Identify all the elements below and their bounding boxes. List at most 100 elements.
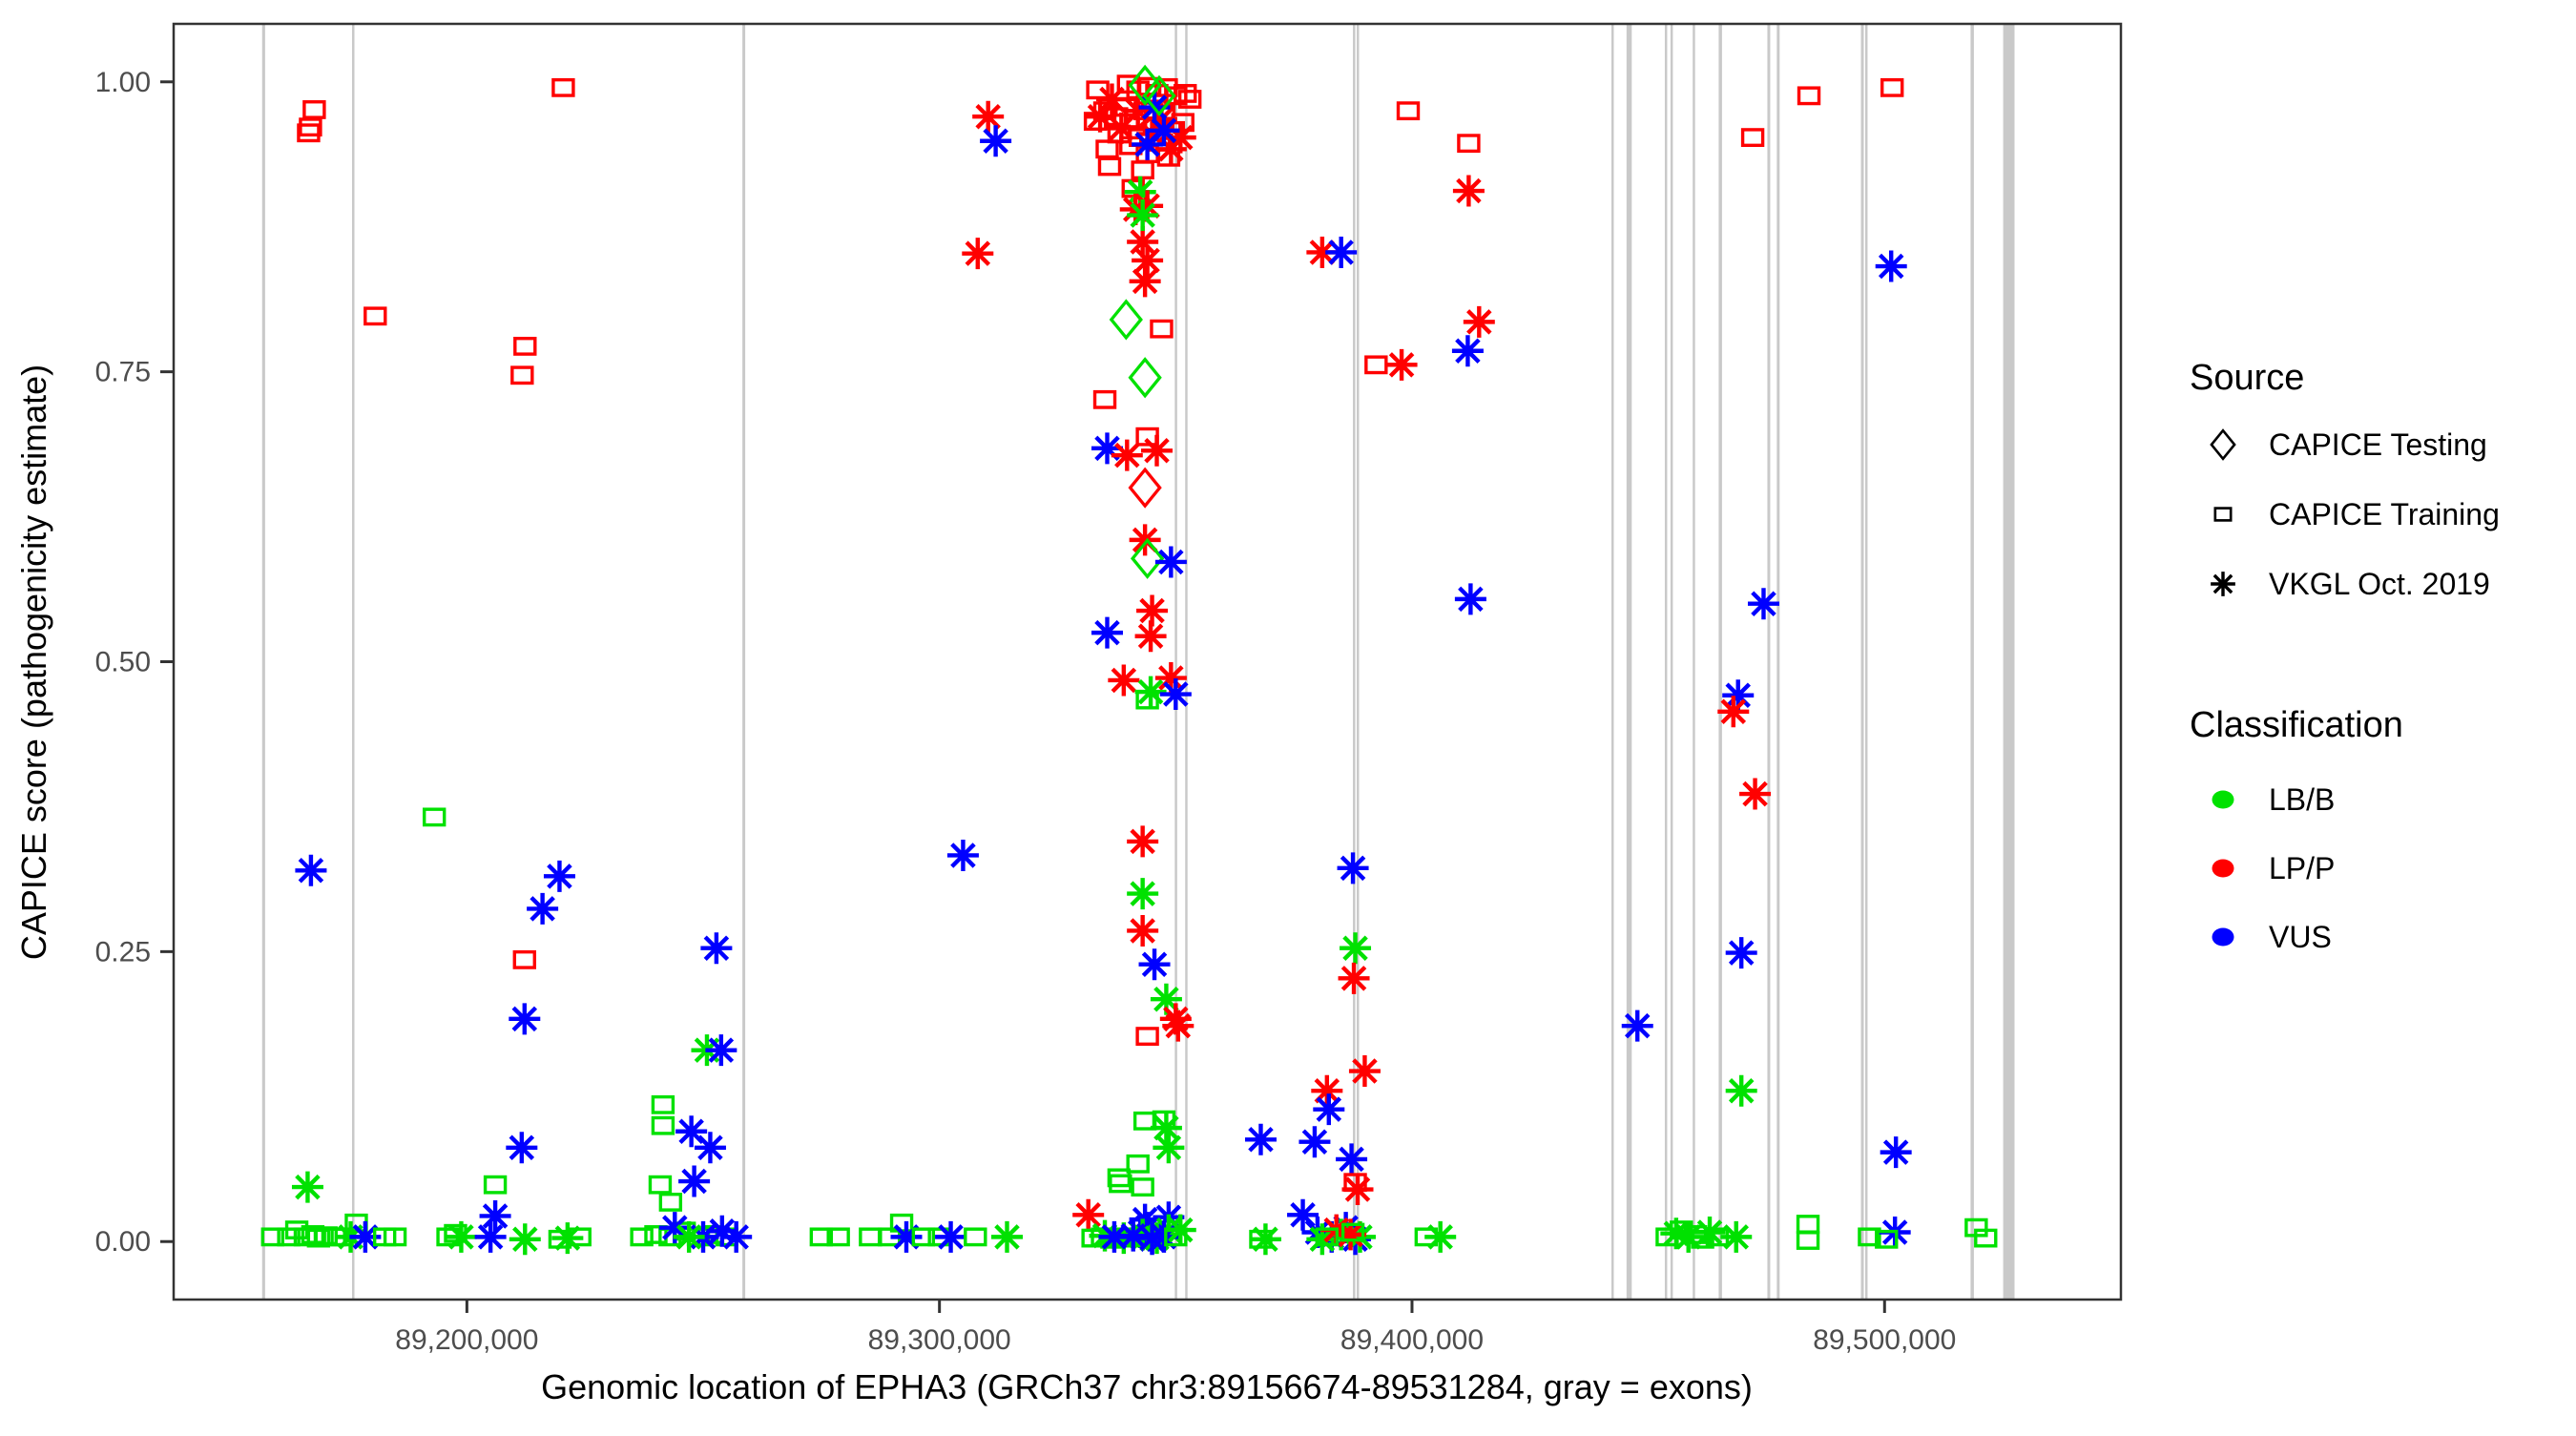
data-point square-icon	[1740, 128, 1765, 148]
data-point diamond-icon	[1128, 467, 1162, 509]
data-point diamond-icon	[1128, 64, 1162, 107]
data-point asterisk-icon	[1145, 103, 1177, 135]
data-point square-icon	[1135, 1027, 1159, 1046]
exon-bar	[1693, 25, 1695, 1299]
legend-color-dot	[2212, 859, 2234, 878]
exon-bar	[261, 25, 265, 1299]
data-point asterisk-icon	[1340, 932, 1372, 965]
data-point square-icon	[1135, 690, 1159, 710]
data-point square-icon	[911, 1227, 936, 1247]
y-tick-label: 0.75	[95, 357, 151, 388]
data-point square-icon	[1974, 1228, 1998, 1248]
legend: Source Classification CAPICE Testing CAPI…	[2190, 358, 2500, 954]
legend-item-label: CAPICE Testing	[2269, 427, 2487, 462]
data-point asterisk-icon	[890, 1220, 923, 1253]
data-point square-icon	[1095, 139, 1119, 159]
data-point asterisk-icon	[1108, 664, 1140, 697]
data-point asterisk-icon	[1343, 1220, 1376, 1253]
data-point asterisk-icon	[1164, 1214, 1196, 1246]
data-point square-icon	[302, 100, 326, 119]
data-point square-icon	[551, 77, 575, 97]
exon-bar	[1664, 25, 1668, 1299]
data-point square-icon	[651, 1115, 675, 1135]
data-point square-icon	[651, 1094, 675, 1114]
data-point asterisk-icon	[1720, 1220, 1753, 1253]
data-point asterisk-icon	[1095, 83, 1128, 115]
data-point asterisk-icon	[1336, 1143, 1368, 1176]
data-point diamond-icon	[2210, 428, 2236, 461]
data-point square-icon	[1396, 101, 1421, 121]
data-point square-icon	[1797, 86, 1821, 106]
data-point asterisk-icon	[1672, 1220, 1705, 1253]
exon-bar	[1860, 25, 1864, 1299]
data-point square-icon	[1249, 1229, 1273, 1249]
data-point asterisk-icon	[1454, 583, 1486, 615]
legend-item-label: VUS	[2269, 920, 2332, 954]
data-point asterisk-icon	[1739, 778, 1772, 810]
data-point square-icon	[1109, 1174, 1132, 1194]
legend-item-label: CAPICE Training	[2269, 497, 2500, 531]
data-point asterisk-icon	[706, 1215, 738, 1247]
data-point asterisk-icon	[1725, 937, 1757, 969]
data-point asterisk-icon	[1132, 128, 1164, 160]
data-point square-icon	[306, 1228, 331, 1248]
legend-source-title: Source	[2190, 358, 2304, 398]
data-point asterisk-icon	[1091, 432, 1123, 465]
data-point asterisk-icon	[675, 1115, 708, 1148]
data-point square-icon	[364, 306, 387, 326]
data-point asterisk-icon	[1127, 226, 1159, 259]
exon-bar	[2003, 25, 2015, 1299]
data-point asterisk-icon	[445, 1220, 477, 1253]
data-point asterisk-icon	[1122, 94, 1154, 127]
data-point asterisk-icon	[1313, 1093, 1345, 1126]
data-point asterisk-icon	[1150, 1112, 1182, 1144]
data-point square-icon	[510, 365, 534, 385]
exon-bar	[1353, 25, 1356, 1299]
data-point asterisk-icon	[1164, 121, 1196, 154]
legend-classification-title: Classification	[2190, 705, 2403, 745]
data-point asterisk-icon	[1424, 1220, 1457, 1253]
data-point asterisk-icon	[1148, 1220, 1180, 1253]
exon-bar	[1767, 25, 1771, 1299]
data-point asterisk-icon	[1747, 588, 1779, 620]
data-point asterisk-icon	[1127, 199, 1159, 232]
data-point asterisk-icon	[658, 1212, 691, 1244]
data-point asterisk-icon	[1385, 348, 1418, 381]
data-point square-icon	[513, 336, 537, 356]
data-point square-icon	[483, 1175, 508, 1195]
data-point asterisk-icon	[1244, 1123, 1277, 1155]
legend-items: CAPICE Testing CAPICE Training VKGL Oct. 2…	[2210, 427, 2500, 954]
exon-bar	[1864, 25, 1868, 1299]
data-point asterisk-icon	[1134, 620, 1167, 653]
data-point asterisk-icon	[972, 100, 1005, 133]
data-point square-icon	[1315, 1227, 1340, 1247]
data-point square-icon	[1131, 160, 1154, 180]
data-point asterisk-icon	[1111, 439, 1143, 471]
data-point asterisk-icon	[509, 1223, 541, 1256]
data-point asterisk-icon	[1325, 236, 1358, 268]
data-point asterisk-icon	[1306, 1223, 1339, 1256]
data-point asterisk-icon	[1136, 117, 1169, 150]
data-point asterisk-icon	[1084, 100, 1116, 133]
exon-bar	[352, 25, 355, 1299]
data-point asterisk-icon	[349, 1220, 382, 1253]
data-point asterisk-icon	[1153, 1132, 1185, 1164]
data-point asterisk-icon	[2211, 572, 2235, 596]
x-tick-label: 89,500,000	[1813, 1324, 1956, 1356]
exon-bar	[1970, 25, 1974, 1299]
data-point asterisk-icon	[551, 1222, 584, 1255]
data-points	[260, 64, 1998, 1256]
data-point asterisk-icon	[1660, 1217, 1693, 1250]
data-point square-icon	[630, 1227, 654, 1247]
data-point asterisk-icon	[543, 860, 575, 892]
data-point asterisk-icon	[1335, 1218, 1367, 1251]
data-point asterisk-icon	[991, 1220, 1023, 1253]
data-point asterisk-icon	[1880, 1136, 1912, 1169]
data-point asterisk-icon	[1105, 112, 1137, 144]
data-point square-icon	[1177, 90, 1202, 109]
data-point asterisk-icon	[935, 1220, 967, 1253]
data-point square-icon	[826, 1227, 850, 1247]
exon-bar	[1718, 25, 1722, 1299]
data-point asterisk-icon	[474, 1220, 507, 1253]
y-axis-title: CAPICE score (pathogenicity estimate)	[14, 364, 53, 960]
